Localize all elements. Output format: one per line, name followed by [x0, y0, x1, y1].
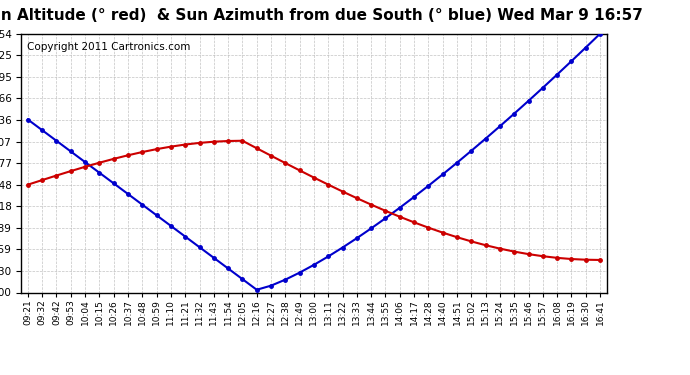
Text: Copyright 2011 Cartronics.com: Copyright 2011 Cartronics.com [26, 42, 190, 51]
Text: Sun Altitude (° red)  & Sun Azimuth from due South (° blue) Wed Mar 9 16:57: Sun Altitude (° red) & Sun Azimuth from … [0, 8, 642, 22]
